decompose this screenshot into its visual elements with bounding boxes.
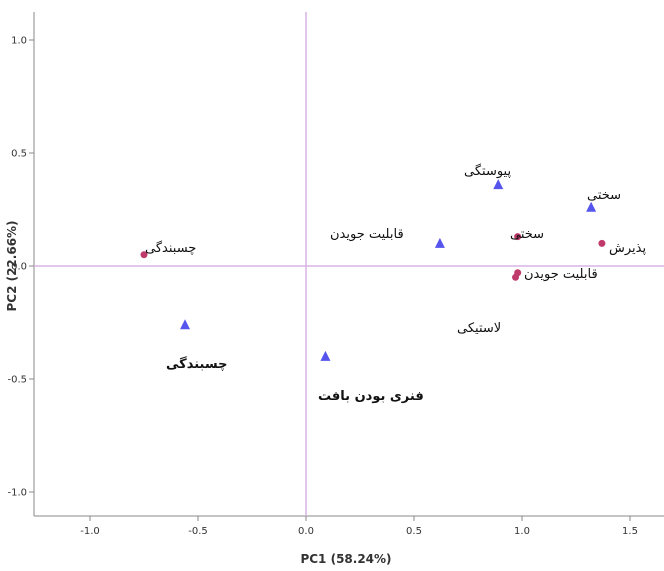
plot-area: -1.0 -0.5 0.0 0.5 1.0 1.5 -1.0 -0.5 0.0 0.5 1.0 چ… <box>7 12 664 537</box>
y-ticks: -1.0 -0.5 0.0 0.5 1.0 <box>7 36 34 499</box>
x-tick-label: -1.0 <box>80 526 100 537</box>
y-tick-label: 0.5 <box>11 149 27 160</box>
x-tick-label: 1.5 <box>622 526 638 537</box>
y-tick-label: 0.0 <box>11 262 27 273</box>
triangle-marker <box>493 179 504 190</box>
y-tick-label: -0.5 <box>7 375 27 386</box>
y-tick-label: -1.0 <box>7 488 27 499</box>
x-ticks: -1.0 -0.5 0.0 0.5 1.0 1.5 <box>80 516 638 537</box>
markers <box>140 179 606 361</box>
circle-marker <box>598 239 606 247</box>
triangle-marker <box>586 201 597 212</box>
circle-marker <box>140 251 148 259</box>
point-label: لاستیکی <box>457 321 501 336</box>
circle-marker <box>512 273 520 281</box>
x-tick-label: 0.5 <box>406 526 422 537</box>
x-axis-title: PC1 (58.24%) <box>300 552 391 566</box>
y-axis-title: PC2 (22.66%) <box>5 220 19 311</box>
triangle-marker <box>180 319 191 330</box>
point-label: سختی <box>510 227 544 242</box>
point-label: قابلیت جویدن <box>524 267 598 282</box>
point-label: چسبندگی <box>166 356 227 372</box>
triangle-marker <box>320 350 331 361</box>
point-label: قابلیت جویدن <box>330 227 404 242</box>
point-label: فنری بودن بافت <box>318 389 424 404</box>
point-label: سختی <box>587 188 621 203</box>
point-label: پذیرش <box>609 241 646 256</box>
y-tick-label: 1.0 <box>11 36 27 47</box>
x-tick-label: -0.5 <box>188 526 208 537</box>
triangle-marker <box>434 237 445 248</box>
point-label: پیوستگی <box>464 163 511 179</box>
circle-marker <box>514 233 522 241</box>
x-tick-label: 0.0 <box>298 526 314 537</box>
point-labels: چسبندگی سختی پذیرش قابلیت جویدن لاستیکی چسبند… <box>145 163 646 404</box>
point-label: چسبندگی <box>145 240 196 256</box>
x-tick-label: 1.0 <box>514 526 530 537</box>
